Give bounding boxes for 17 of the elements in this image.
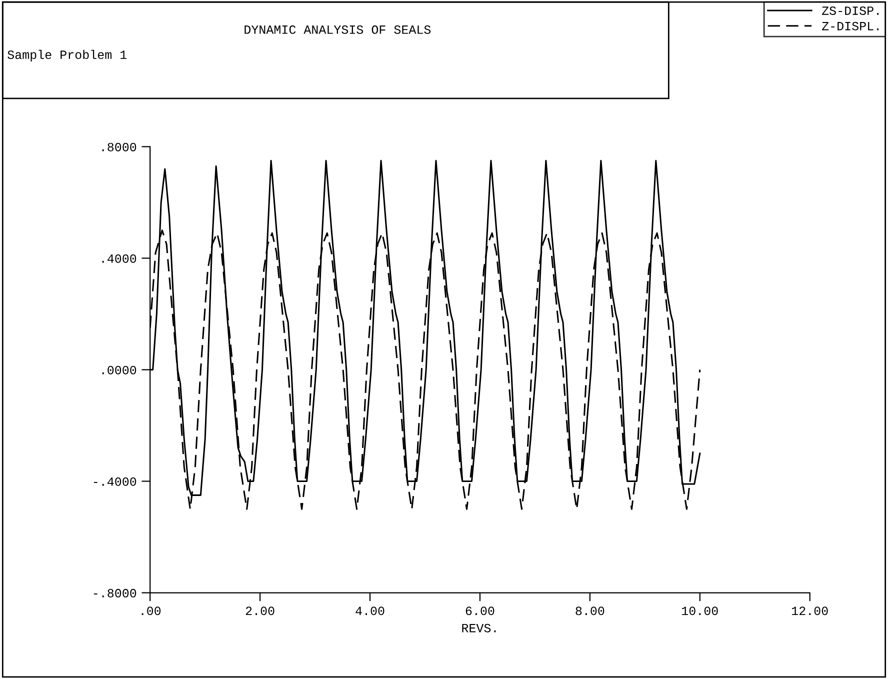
- y-tick-label: .8000: [102, 142, 136, 152]
- legend-label: ZS-DISP.: [822, 6, 879, 15]
- chart-title: DYNAMIC ANALYSIS OF SEALS: [244, 25, 431, 34]
- y-tick-label: .4000: [102, 254, 136, 263]
- x-tick-label: 12.00: [792, 606, 828, 616]
- x-axis-title: REVS.: [462, 624, 496, 632]
- y-tick-label: .0000: [102, 366, 136, 374]
- chart-subtitle: Sample Problem 1: [8, 50, 127, 62]
- legend-label: Z-DISPL.: [822, 22, 879, 30]
- x-tick-label: 6.00: [466, 606, 494, 616]
- x-tick-label: 2.00: [246, 606, 274, 616]
- y-tick-label: -.8000: [94, 588, 136, 598]
- y-tick-label: -.4000: [94, 477, 136, 486]
- x-tick-label: 10.00: [682, 606, 718, 616]
- x-tick-label: 4.00: [356, 606, 384, 616]
- x-tick-label: .00: [142, 606, 161, 616]
- x-tick-label: 8.00: [576, 606, 604, 616]
